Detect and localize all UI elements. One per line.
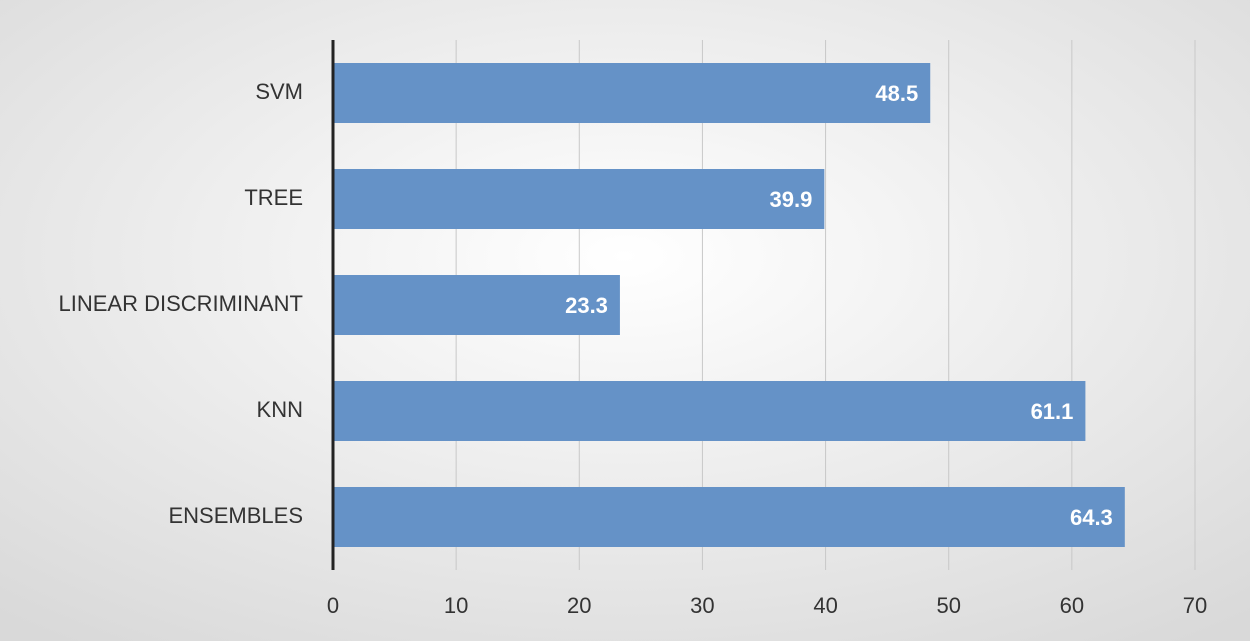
value-label: 64.3 [1070,505,1113,530]
y-tick-label: LINEAR DISCRIMINANT [59,291,303,316]
x-tick-label: 30 [690,593,714,618]
value-label: 39.9 [770,187,813,212]
bar [333,381,1086,441]
x-tick-label: 70 [1183,593,1207,618]
y-tick-label: TREE [244,185,303,210]
x-tick-label: 40 [813,593,837,618]
x-tick-label: 0 [327,593,339,618]
bar [333,275,620,335]
bar [333,487,1125,547]
bars: SVM 48.5 TREE 39.9 LINEAR DISCRIMINANT 23.3 KN… [59,63,1125,547]
y-tick-label: SVM [255,79,303,104]
value-label: 48.5 [875,81,918,106]
y-tick-label: ENSEMBLES [169,503,304,528]
bar [333,63,931,123]
x-tick-label: 20 [567,593,591,618]
bar [333,169,825,229]
x-tick-label: 60 [1060,593,1084,618]
y-tick-label: KNN [257,397,303,422]
x-tick-label: 50 [936,593,960,618]
x-tick-label: 10 [444,593,468,618]
value-label: 23.3 [565,293,608,318]
value-label: 61.1 [1031,399,1074,424]
